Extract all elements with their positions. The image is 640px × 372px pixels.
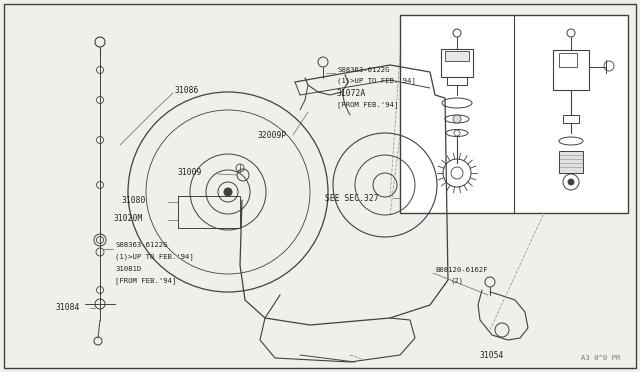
Text: 31020M: 31020M — [114, 214, 143, 222]
Text: 31084: 31084 — [56, 304, 81, 312]
Text: (1)>UP TO FEB.'94]: (1)>UP TO FEB.'94] — [115, 254, 194, 260]
Text: 31080: 31080 — [122, 196, 147, 205]
Text: 31054: 31054 — [480, 350, 504, 359]
Circle shape — [568, 179, 574, 185]
Text: 32009P: 32009P — [258, 131, 287, 140]
Bar — [441, 49, 473, 77]
Text: 31086: 31086 — [175, 86, 200, 94]
Text: 31009: 31009 — [178, 167, 202, 176]
Bar — [400, 15, 628, 213]
Text: S08363-6122G: S08363-6122G — [115, 242, 168, 248]
Bar — [559, 53, 577, 67]
Bar — [563, 115, 579, 123]
Bar — [447, 77, 467, 85]
Text: B08120-6162F: B08120-6162F — [435, 267, 488, 273]
Text: 31081D: 31081D — [115, 266, 141, 272]
Text: SEE SEC.327: SEE SEC.327 — [325, 193, 379, 202]
Text: [FROM FEB.'94]: [FROM FEB.'94] — [337, 102, 398, 108]
Circle shape — [453, 115, 461, 123]
Bar — [559, 151, 583, 173]
Text: [FROM FEB.'94]: [FROM FEB.'94] — [115, 278, 176, 284]
Text: (1)>UP TO FEB.'94]: (1)>UP TO FEB.'94] — [337, 78, 416, 84]
Text: A3 0^0 PR: A3 0^0 PR — [580, 355, 620, 361]
Bar — [445, 51, 469, 61]
Text: (2): (2) — [450, 278, 463, 284]
Circle shape — [224, 188, 232, 196]
Text: 31072A: 31072A — [337, 89, 366, 97]
Bar — [553, 50, 589, 90]
Text: S08363-6122G: S08363-6122G — [337, 67, 390, 73]
